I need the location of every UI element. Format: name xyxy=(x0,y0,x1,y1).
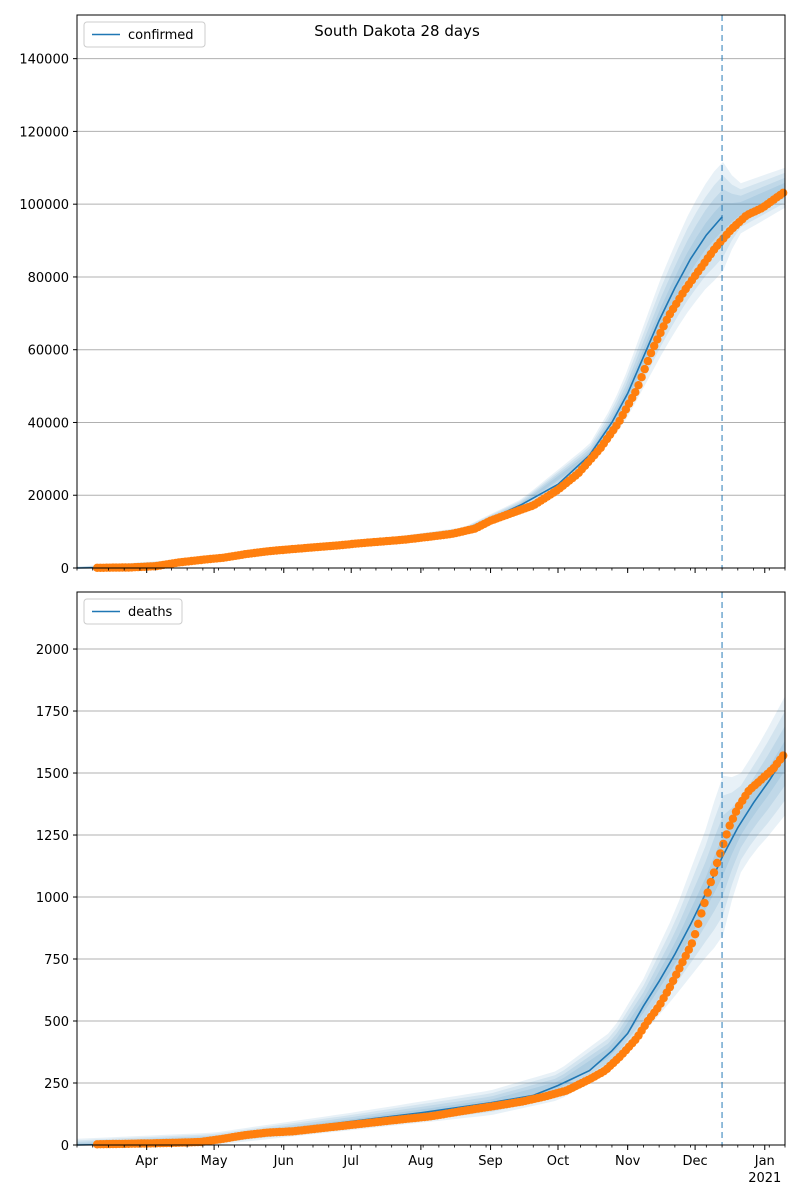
confirmed-panel: 0 20000 40000 60000 80000 100000 120000 140000 c… xyxy=(19,14,788,577)
uncertainty-band-3 xyxy=(77,177,785,569)
observed-point xyxy=(656,328,665,338)
observed-point xyxy=(653,335,662,344)
legend: confirmed xyxy=(83,21,206,48)
uncertainty-band-1 xyxy=(77,162,785,568)
y-tick-label: 250 xyxy=(44,1077,69,1092)
observed-point xyxy=(722,830,731,839)
observed-point xyxy=(634,381,643,390)
deaths-panel: 0 250 500 750 1000 1250 1500 1750 2000 Apr May Jun J… xyxy=(36,591,788,1186)
observed-point xyxy=(779,188,788,197)
observed-point xyxy=(643,356,653,366)
observed-point xyxy=(690,930,700,939)
axes-frame xyxy=(76,591,786,1146)
observed-point xyxy=(675,964,684,973)
y-tick-label: 750 xyxy=(44,953,69,968)
x-tick-label: Jun xyxy=(273,1154,294,1169)
observed-point xyxy=(700,898,709,908)
observed-point xyxy=(684,945,693,954)
y-tick-label: 140000 xyxy=(19,53,69,68)
y-tick-label: 40000 xyxy=(28,416,69,431)
y-tick-label: 1500 xyxy=(36,767,69,782)
uncertainty-band-2 xyxy=(77,172,785,569)
legend: deaths xyxy=(83,598,183,625)
legend-box xyxy=(83,21,206,48)
observed-point xyxy=(659,322,668,331)
y-tick-label: 80000 xyxy=(28,271,69,286)
y-tick-label: 20000 xyxy=(28,489,69,504)
axes-frame xyxy=(76,14,786,569)
y-tick-label: 0 xyxy=(61,1139,69,1154)
x-tick-label: Nov xyxy=(615,1154,641,1169)
observed-point xyxy=(728,814,738,823)
observed-point xyxy=(694,919,703,928)
observed-point xyxy=(697,909,706,918)
x-tick-label: Jan xyxy=(754,1154,775,1169)
observed-point xyxy=(678,958,687,967)
observed-point xyxy=(646,348,656,358)
x-tick-label: Dec xyxy=(683,1154,708,1169)
x-tick-label: Aug xyxy=(408,1154,433,1169)
observed-point xyxy=(640,364,649,374)
observed-point xyxy=(668,976,678,986)
y-tick-label: 1000 xyxy=(36,891,69,906)
observed-point xyxy=(779,751,788,760)
observed-point xyxy=(637,373,646,382)
y-tick-label: 0 xyxy=(61,562,69,577)
y-tick-label: 60000 xyxy=(28,344,69,359)
y-tick-label: 500 xyxy=(44,1015,69,1030)
observed-point xyxy=(681,951,690,961)
observed-point xyxy=(672,970,681,979)
x-tick-label: Jul xyxy=(342,1154,359,1169)
y-tick-label: 100000 xyxy=(19,198,69,213)
observed-point xyxy=(712,858,722,868)
y-tick-label: 1750 xyxy=(36,705,69,720)
observed-point xyxy=(719,839,728,849)
observed-point xyxy=(716,849,725,858)
y-tick-label: 120000 xyxy=(19,125,69,140)
uncertainty-band-4 xyxy=(77,182,785,569)
legend-box xyxy=(83,598,183,625)
x-tick-label: Sep xyxy=(478,1154,503,1169)
chart-title: South Dakota 28 days xyxy=(314,22,480,40)
observed-point xyxy=(687,939,697,948)
observed-point xyxy=(631,388,640,397)
x-tick-label: Apr xyxy=(135,1154,158,1169)
observed-point xyxy=(709,868,719,877)
observed-point xyxy=(665,982,675,992)
observed-point xyxy=(650,341,659,351)
x-year-label: 2021 xyxy=(748,1171,781,1186)
observed-point xyxy=(703,888,712,897)
y-tick-label: 1250 xyxy=(36,829,69,844)
observed-point xyxy=(706,877,715,887)
uncertainty-band-4 xyxy=(77,740,785,1145)
legend-label: confirmed xyxy=(128,28,194,43)
x-tick-label: Oct xyxy=(547,1154,569,1169)
observed-point xyxy=(725,821,734,830)
x-tick-label: May xyxy=(201,1154,228,1169)
y-tick-label: 2000 xyxy=(36,643,69,658)
legend-label: deaths xyxy=(128,605,173,620)
